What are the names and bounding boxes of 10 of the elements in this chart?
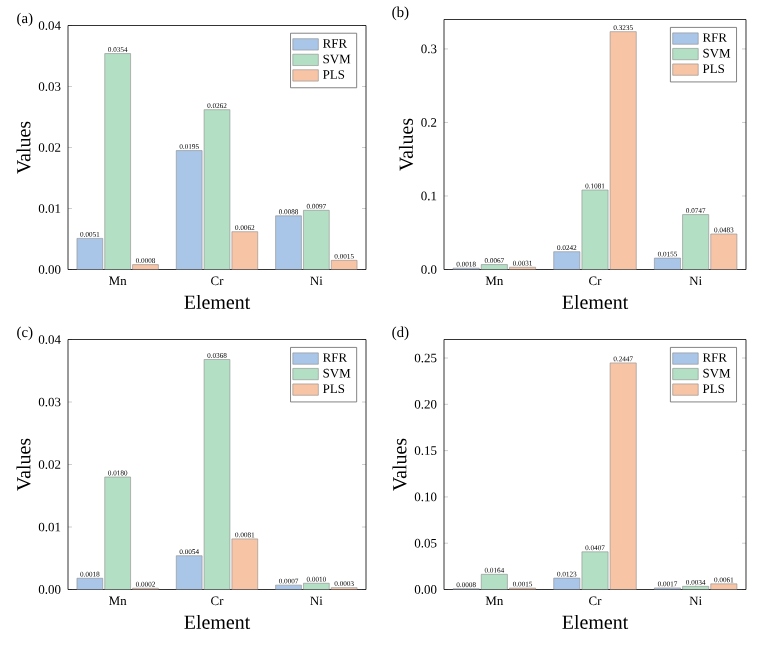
y-axis-title: Values xyxy=(398,118,414,172)
y-axis-title: Values xyxy=(16,121,31,175)
y-axis-title: Values xyxy=(16,438,31,492)
x-axis-title: Element xyxy=(184,295,251,310)
x-axis-title: Element xyxy=(562,615,629,630)
x-axis-title: Element xyxy=(562,295,629,310)
bar xyxy=(682,214,710,270)
y-axis-title: Values xyxy=(392,438,407,492)
x-axis-title: Element xyxy=(184,615,251,630)
bar xyxy=(581,189,609,270)
